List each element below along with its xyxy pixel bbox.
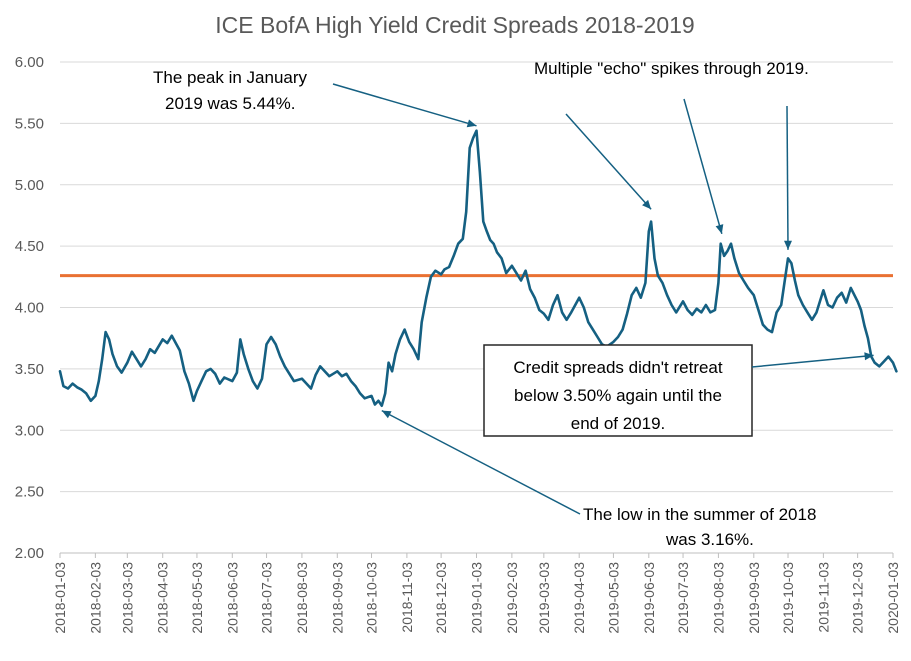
- x-tick-label: 2018-12-03: [433, 562, 449, 634]
- y-axis-ticks: 2.00 2.50 3.00 3.50 4.00 4.50 5.00 5.50 6.00: [15, 54, 44, 562]
- x-tick-label: 2019-11-03: [815, 562, 831, 633]
- annotation-retreat-line-1: Credit spreads didn't retreat: [513, 358, 723, 377]
- x-tick-label: 2018-03-03: [119, 562, 135, 634]
- y-tick-label: 5.50: [15, 115, 44, 132]
- x-tick-label: 2018-07-03: [259, 562, 275, 634]
- annotation-echo-arrow-october: [786, 105, 789, 250]
- annotation-peak: The peak in January 2019 was 5.44%.: [153, 68, 477, 128]
- x-tick-label: 2019-09-03: [746, 562, 762, 634]
- chart-title: ICE BofA High Yield Credit Spreads 2018-…: [215, 12, 694, 38]
- x-tick-label: 2018-11-03: [399, 562, 415, 633]
- annotation-echo-text: Multiple "echo" spikes through 2019.: [534, 59, 809, 78]
- x-tick-label: 2019-03-03: [536, 562, 552, 634]
- annotation-low-line-1: The low in the summer of 2018: [583, 505, 816, 524]
- arrow-peak-head: [466, 119, 477, 128]
- x-tick-label: 2018-01-03: [52, 562, 68, 634]
- annotation-echo: Multiple "echo" spikes through 2019.: [534, 59, 809, 250]
- annotation-retreat-line-2: below 3.50% again until the: [514, 386, 722, 405]
- x-axis-ticks: 2018-01-03 2018-02-03 2018-03-03 2018-04-03…: [52, 553, 901, 634]
- x-tick-label: 2018-06-03: [224, 562, 240, 634]
- x-tick-label: 2018-09-03: [329, 562, 345, 634]
- x-tick-label: 2019-12-03: [850, 562, 866, 634]
- annotation-peak-line-2: 2019 was 5.44%.: [165, 94, 295, 113]
- x-tick-label: 2018-08-03: [294, 562, 310, 634]
- annotation-peak-line-1: The peak in January: [153, 68, 308, 87]
- annotation-retreat-box: [483, 344, 753, 437]
- annotation-retreat: Credit spreads didn't retreat below 3.50…: [483, 344, 874, 437]
- x-tick-label: 2019-02-03: [504, 562, 520, 634]
- x-tick-label: 2019-07-03: [675, 562, 691, 634]
- annotation-echo-arrow-june: [565, 113, 652, 210]
- x-tick-label: 2018-05-03: [189, 562, 205, 634]
- arrow-echo-1-head: [642, 199, 652, 210]
- x-tick-label: 2019-05-03: [605, 562, 621, 634]
- annotation-echo-arrow-august: [683, 98, 723, 235]
- y-tick-label: 5.00: [15, 177, 44, 194]
- annotation-low-arrow: [381, 409, 581, 515]
- arrow-retreat-head: [864, 352, 874, 361]
- x-tick-label: 2019-06-03: [641, 562, 657, 634]
- arrow-echo-3-head: [784, 240, 792, 250]
- x-tick-label: 2019-04-03: [571, 562, 587, 634]
- gridlines: [60, 61, 893, 493]
- arrow-echo-2-head: [715, 224, 724, 234]
- y-tick-label: 2.50: [15, 484, 44, 501]
- annotation-retreat-line-3: end of 2019.: [571, 414, 666, 433]
- x-tick-label: 2019-10-03: [780, 562, 796, 634]
- x-tick-label: 2020-01-03: [885, 562, 901, 634]
- y-tick-label: 4.50: [15, 238, 44, 255]
- y-tick-label: 3.50: [15, 361, 44, 378]
- annotation-retreat-arrow: [751, 354, 874, 368]
- x-tick-label: 2018-04-03: [155, 562, 171, 634]
- x-tick-label: 2018-02-03: [87, 562, 103, 634]
- annotation-low-line-2: was 3.16%.: [665, 530, 754, 549]
- annotation-peak-arrow: [332, 83, 477, 127]
- x-tick-label: 2019-01-03: [469, 562, 485, 634]
- y-tick-label: 6.00: [15, 54, 44, 71]
- y-tick-label: 2.00: [15, 545, 44, 562]
- y-tick-label: 4.00: [15, 300, 44, 317]
- annotation-low: The low in the summer of 2018 was 3.16%.: [381, 409, 816, 549]
- x-tick-label: 2018-10-03: [364, 562, 380, 634]
- series-line-high-yield-spread: [58, 129, 898, 407]
- arrow-low-head: [381, 410, 392, 419]
- x-tick-label: 2019-08-03: [710, 562, 726, 634]
- y-tick-label: 3.00: [15, 422, 44, 439]
